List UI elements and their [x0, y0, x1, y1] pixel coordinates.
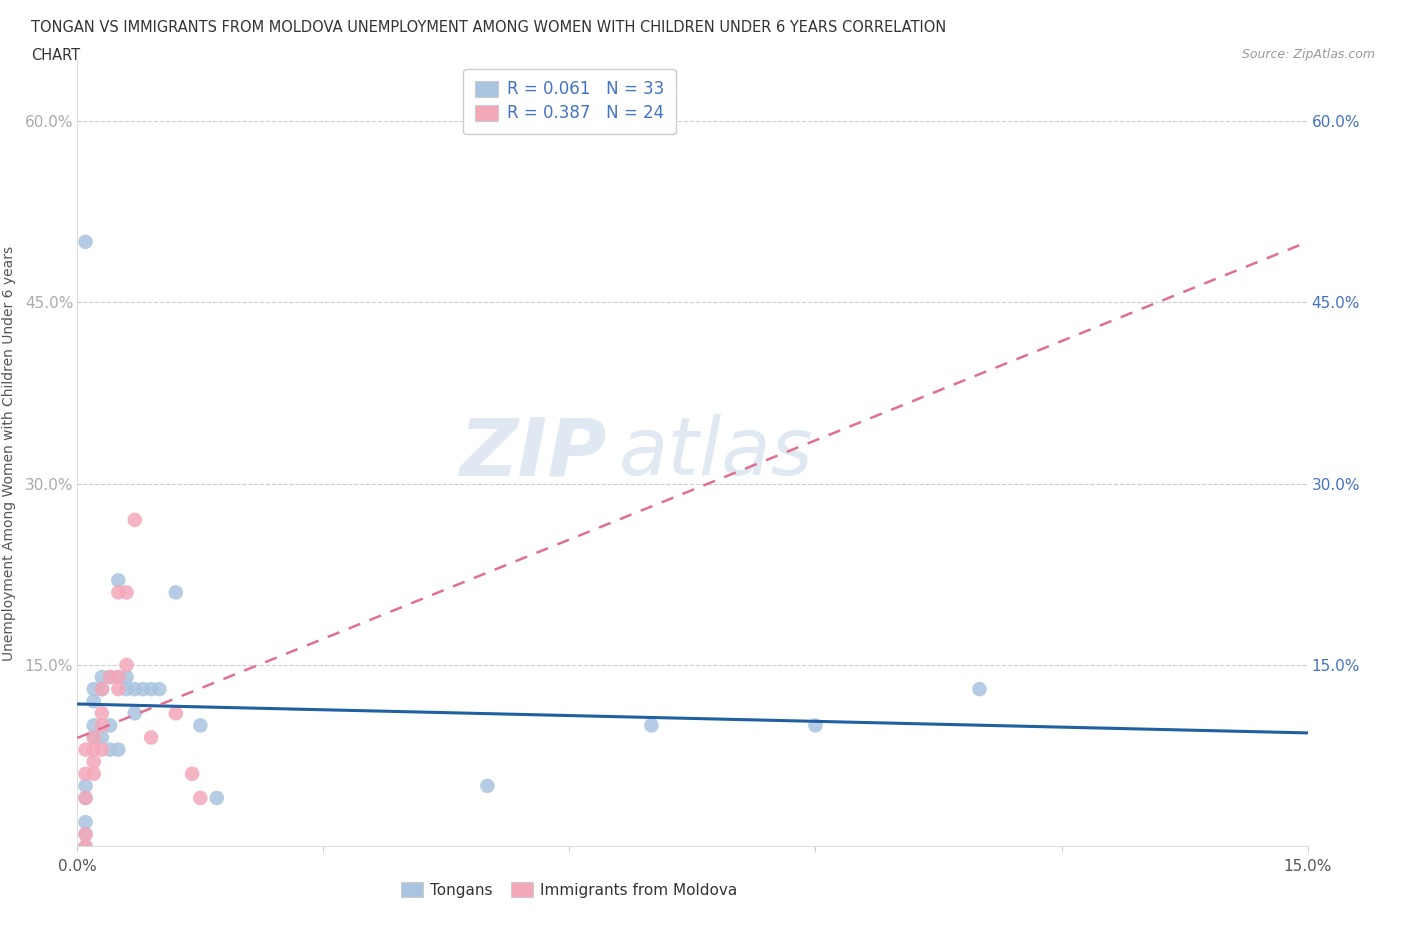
Point — [83, 718, 105, 733]
Point — [115, 682, 138, 697]
Point — [969, 682, 991, 697]
Point — [75, 778, 97, 793]
Point — [107, 573, 129, 588]
Point — [188, 718, 212, 733]
Point — [141, 730, 163, 745]
Point — [115, 658, 138, 672]
Point — [98, 742, 121, 757]
Point — [83, 730, 105, 745]
Point — [132, 682, 155, 697]
Point — [477, 778, 499, 793]
Point — [165, 585, 187, 600]
Point — [181, 766, 204, 781]
Point — [83, 742, 105, 757]
Point — [75, 766, 97, 781]
Point — [75, 827, 97, 842]
Point — [90, 718, 114, 733]
Point — [90, 706, 114, 721]
Point — [75, 815, 97, 830]
Point — [75, 234, 97, 249]
Text: CHART: CHART — [31, 48, 80, 63]
Legend: Tongans, Immigrants from Moldova: Tongans, Immigrants from Moldova — [394, 874, 745, 906]
Point — [83, 694, 105, 709]
Point — [90, 682, 114, 697]
Point — [98, 670, 121, 684]
Point — [90, 670, 114, 684]
Text: ZIP: ZIP — [458, 415, 606, 492]
Text: TONGAN VS IMMIGRANTS FROM MOLDOVA UNEMPLOYMENT AMONG WOMEN WITH CHILDREN UNDER 6: TONGAN VS IMMIGRANTS FROM MOLDOVA UNEMPL… — [31, 20, 946, 35]
Point — [165, 706, 187, 721]
Point — [107, 585, 129, 600]
Point — [90, 742, 114, 757]
Point — [107, 670, 129, 684]
Point — [141, 682, 163, 697]
Point — [107, 742, 129, 757]
Point — [115, 585, 138, 600]
Point — [107, 682, 129, 697]
Point — [98, 670, 121, 684]
Point — [83, 730, 105, 745]
Point — [83, 682, 105, 697]
Point — [107, 670, 129, 684]
Point — [98, 718, 121, 733]
Point — [75, 790, 97, 805]
Point — [83, 754, 105, 769]
Point — [90, 682, 114, 697]
Text: atlas: atlas — [619, 415, 814, 492]
Point — [124, 682, 146, 697]
Point — [148, 682, 170, 697]
Point — [75, 839, 97, 854]
Point — [124, 706, 146, 721]
Point — [90, 730, 114, 745]
Point — [205, 790, 228, 805]
Point — [75, 790, 97, 805]
Y-axis label: Unemployment Among Women with Children Under 6 years: Unemployment Among Women with Children U… — [3, 246, 17, 661]
Point — [124, 512, 146, 527]
Point — [115, 670, 138, 684]
Point — [83, 766, 105, 781]
Point — [75, 742, 97, 757]
Point — [188, 790, 212, 805]
Point — [804, 718, 827, 733]
Point — [75, 839, 97, 854]
Point — [640, 718, 662, 733]
Point — [75, 827, 97, 842]
Text: Source: ZipAtlas.com: Source: ZipAtlas.com — [1241, 48, 1375, 61]
